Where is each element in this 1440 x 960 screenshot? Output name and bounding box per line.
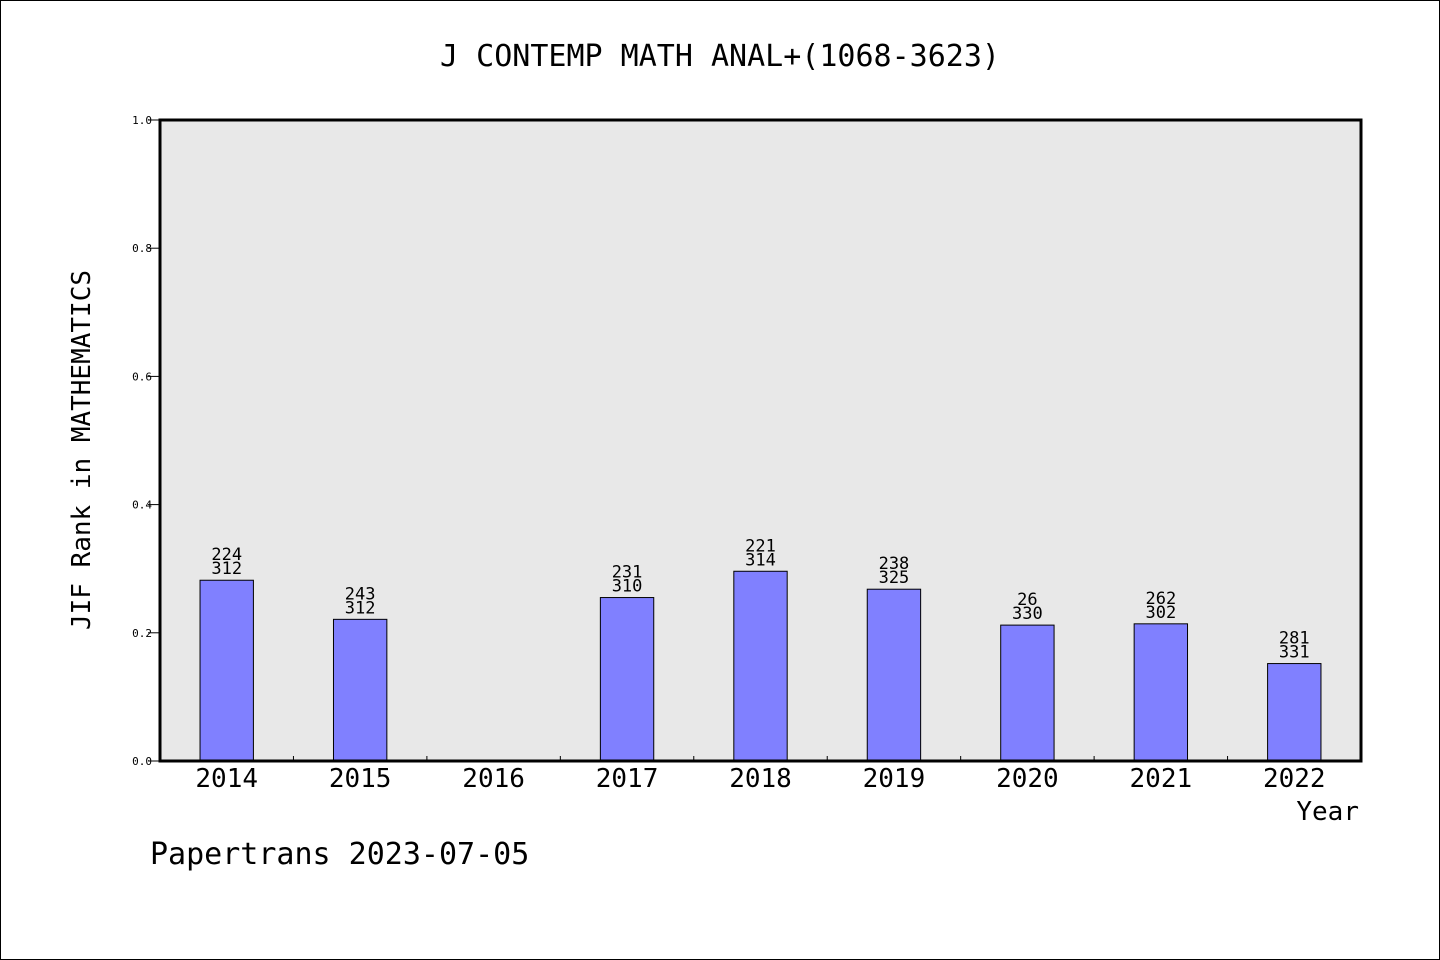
y-axis-ticks: 0.0 0.2 0.4 0.6 0.8 1.0 xyxy=(132,114,160,768)
x-tick-label: 2014 xyxy=(195,764,258,794)
bar-total-label: 302 xyxy=(1145,603,1176,623)
bar xyxy=(1267,663,1322,762)
bars xyxy=(199,570,1322,762)
bar-total-label: 331 xyxy=(1279,643,1310,663)
footer-text: Papertrans 2023-07-05 xyxy=(150,837,529,872)
bar-total-label: 312 xyxy=(345,598,376,618)
bar-rank-label: 224 xyxy=(211,545,242,565)
bar-total-label: 314 xyxy=(745,550,776,570)
x-tick-label: 2021 xyxy=(1130,764,1193,794)
bar-total-label: 312 xyxy=(211,559,242,579)
x-axis-title: Year xyxy=(1296,797,1359,827)
y-tick-label: 0.8 xyxy=(132,242,152,255)
x-tick-label: 2015 xyxy=(329,764,392,794)
y-tick-label: 1.0 xyxy=(132,114,152,127)
bar-total-label: 330 xyxy=(1012,604,1043,624)
bar xyxy=(332,618,388,762)
bar-rank-label: 221 xyxy=(745,536,776,556)
x-tick-label: 2018 xyxy=(729,764,792,794)
bar xyxy=(1000,624,1055,762)
x-tick-label: 2019 xyxy=(863,764,926,794)
x-tick-label: 2020 xyxy=(996,764,1059,794)
bar-rank-label: 238 xyxy=(879,554,910,574)
bar xyxy=(1133,623,1189,762)
y-tick-label: 0.4 xyxy=(132,499,152,512)
bar-total-label: 310 xyxy=(612,577,643,597)
bar-rank-label: 231 xyxy=(612,563,643,583)
bar xyxy=(599,597,655,762)
chart-title: J CONTEMP MATH ANAL+(1068-3623) xyxy=(440,39,1000,74)
bar-rank-label: 243 xyxy=(345,584,376,604)
y-axis-title: JIF Rank in MATHEMATICS xyxy=(67,270,97,630)
x-tick-label: 2017 xyxy=(596,764,659,794)
bar-rank-label: 281 xyxy=(1279,629,1310,649)
bar xyxy=(199,579,254,762)
x-axis-labels: 2014 2015 2016 2017 2018 2019 2020 2021 2022 xyxy=(195,756,1326,794)
y-tick-label: 0.2 xyxy=(132,627,152,640)
x-tick-label: 2022 xyxy=(1263,764,1326,794)
bar-rank-label: 26 xyxy=(1017,590,1037,610)
y-tick-label: 0.0 xyxy=(132,755,152,768)
plot-border xyxy=(158,118,1363,763)
bar xyxy=(866,588,922,762)
y-tick-label: 0.6 xyxy=(132,370,152,383)
bar-total-label: 325 xyxy=(879,568,910,588)
bar-rank-label: 262 xyxy=(1145,589,1176,609)
bar xyxy=(733,570,788,762)
x-tick-label: 2016 xyxy=(462,764,525,794)
